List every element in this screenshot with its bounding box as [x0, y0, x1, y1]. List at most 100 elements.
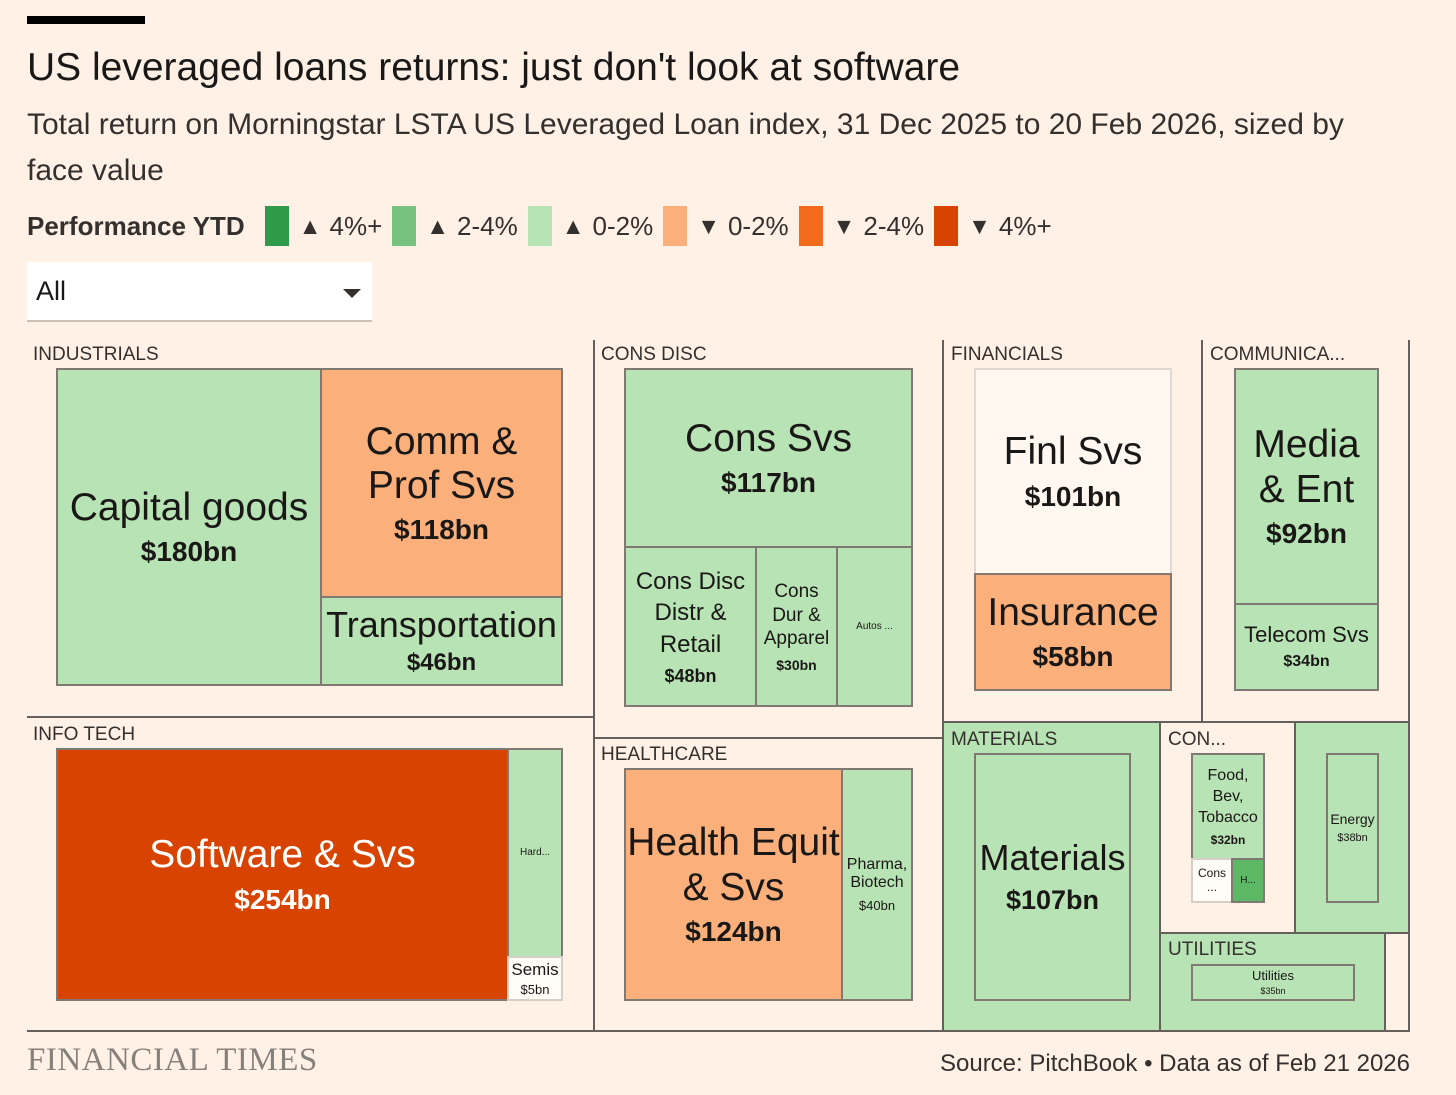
tile-name: Semis [511, 959, 559, 979]
legend-item-up-2-4: ▲ 2-4% [392, 206, 518, 246]
tile-name: Pharma, Biotech [846, 855, 908, 891]
tile-finl-svs[interactable]: Finl Svs $101bn [974, 368, 1172, 575]
tile-name: Autos ... [856, 620, 893, 632]
tile-energy[interactable]: Energy $38bn [1326, 753, 1379, 903]
tile-cons-staples-other[interactable]: Cons ... [1191, 858, 1233, 903]
tile-name: Telecom Svs [1244, 621, 1369, 647]
divider [943, 721, 1409, 723]
tile-autos[interactable]: Autos ... [836, 546, 913, 707]
sector-label-info-tech: INFO TECH [33, 724, 136, 745]
tile-value: $30bn [776, 657, 817, 674]
tile-telecom-svs[interactable]: Telecom Svs $34bn [1234, 603, 1379, 691]
tile-name: Comm & Prof Svs [365, 419, 518, 507]
tile-name: Cons Disc Distr & Retail [635, 568, 746, 658]
divider [1201, 340, 1203, 722]
tile-value: $124bn [685, 915, 782, 947]
tile-value: $38bn [1337, 831, 1368, 844]
tile-household[interactable]: H... [1231, 858, 1265, 903]
tile-transportation[interactable]: Transportation $46bn [320, 596, 563, 686]
divider [594, 737, 943, 739]
tile-value: $35bn [1260, 986, 1286, 997]
tile-utilities[interactable]: Utilities $35bn [1191, 964, 1355, 1001]
divider [942, 340, 944, 1032]
tile-value: $92bn [1266, 517, 1347, 549]
tile-cons-dur-apparel[interactable]: Cons Dur & Apparel $30bn [755, 546, 838, 707]
ft-logo: FINANCIAL TIMES [27, 1042, 318, 1078]
legend-swatch [663, 206, 688, 246]
sector-label-industrials: INDUSTRIALS [33, 344, 159, 365]
sector-label-materials: MATERIALS [951, 729, 1058, 750]
sector-filter-dropdown[interactable]: All [27, 262, 372, 322]
tile-value: $254bn [234, 883, 331, 915]
chart-subtitle: Total return on Morningstar LSTA US Leve… [27, 108, 1344, 187]
divider [1294, 721, 1296, 933]
tile-name: Utilities [1252, 967, 1294, 983]
tile-cons-disc-distr-retail[interactable]: Cons Disc Distr & Retail $48bn [624, 546, 757, 707]
tile-name: Software & Svs [149, 833, 416, 877]
sector-label-healthcare: HEALTHCARE [601, 744, 728, 765]
tile-materials[interactable]: Materials $107bn [974, 753, 1131, 1001]
tile-name: Health Equit & Svs [627, 821, 840, 909]
tile-semis[interactable]: Semis $5bn [507, 956, 563, 1001]
tile-value: $101bn [1024, 480, 1122, 512]
legend-item-up-0-2: ▲ 0-2% [527, 206, 654, 246]
legend-swatch [934, 206, 959, 246]
legend: Performance YTD ▲ 4%+ ▲ 2-4% ▲ 0-2% ▼ 0-… [27, 205, 1062, 247]
tile-value: $32bn [1210, 832, 1246, 847]
tile-value: $34bn [1283, 653, 1330, 671]
legend-text: 0-2% [592, 210, 654, 241]
tile-name: Hard... [519, 847, 550, 859]
divider [593, 340, 595, 1032]
top-accent-bar [27, 16, 145, 24]
legend-swatch [527, 206, 552, 246]
down-triangle-icon: ▼ [832, 212, 856, 239]
tile-cons-svs[interactable]: Cons Svs $117bn [624, 368, 913, 548]
legend-item-down-0-2: ▼ 0-2% [663, 206, 789, 246]
divider [27, 716, 594, 718]
tile-hardware[interactable]: Hard... [507, 748, 563, 958]
tile-comm-prof-svs[interactable]: Comm & Prof Svs $118bn [320, 368, 563, 598]
tile-name: Finl Svs [1003, 430, 1143, 474]
legend-text: 0-2% [727, 210, 789, 241]
divider [27, 1030, 1409, 1032]
tile-capital-goods[interactable]: Capital goods $180bn [56, 368, 322, 686]
tile-name: Insurance [987, 590, 1159, 634]
tile-value: $107bn [1005, 884, 1100, 915]
legend-title: Performance YTD [27, 210, 245, 241]
tile-name: Cons Svs [685, 416, 852, 460]
chart-title: US leveraged loans returns: just don't l… [27, 46, 961, 89]
up-triangle-icon: ▲ [561, 212, 585, 239]
legend-text: 4%+ [329, 210, 383, 241]
legend-item-down-2-4: ▼ 2-4% [798, 206, 924, 246]
tile-name: Energy [1330, 811, 1375, 828]
tile-value: $118bn [394, 514, 489, 546]
legend-swatch [392, 206, 417, 246]
legend-text: 2-4% [457, 210, 518, 241]
down-triangle-icon: ▼ [968, 212, 991, 239]
tile-value: $46bn [406, 649, 477, 677]
divider [1408, 340, 1410, 1032]
source-note: Source: PitchBook • Data as of Feb 21 20… [939, 1050, 1410, 1077]
tile-pharma-biotech[interactable]: Pharma, Biotech $40bn [841, 768, 913, 1001]
tile-health-equit-svs[interactable]: Health Equit & Svs $124bn [624, 768, 843, 1001]
tile-value: $40bn [858, 898, 896, 914]
tile-value: $5bn [520, 982, 550, 998]
tile-media-ent[interactable]: Media & Ent $92bn [1234, 368, 1379, 605]
tile-value: $117bn [721, 467, 816, 499]
tile-name: Transportation [326, 603, 557, 645]
tile-name: Materials [979, 837, 1126, 879]
tile-food-bev-tobacco[interactable]: Food, Bev, Tobacco $32bn [1191, 753, 1265, 860]
tile-value: $58bn [1032, 641, 1114, 673]
tile-name: Media & Ent [1253, 423, 1360, 511]
up-triangle-icon: ▲ [426, 212, 450, 239]
down-triangle-icon: ▼ [697, 212, 720, 239]
tile-insurance[interactable]: Insurance $58bn [974, 573, 1172, 691]
divider [1384, 933, 1386, 1032]
tile-software-svs[interactable]: Software & Svs $254bn [56, 748, 509, 1001]
sector-label-financials: FINANCIALS [951, 344, 1063, 365]
legend-item-up-4plus: ▲ 4%+ [264, 206, 383, 246]
chevron-down-icon[interactable] [343, 289, 361, 298]
up-triangle-icon: ▲ [298, 212, 322, 239]
divider [1159, 721, 1161, 1032]
tile-value: $180bn [140, 536, 238, 568]
